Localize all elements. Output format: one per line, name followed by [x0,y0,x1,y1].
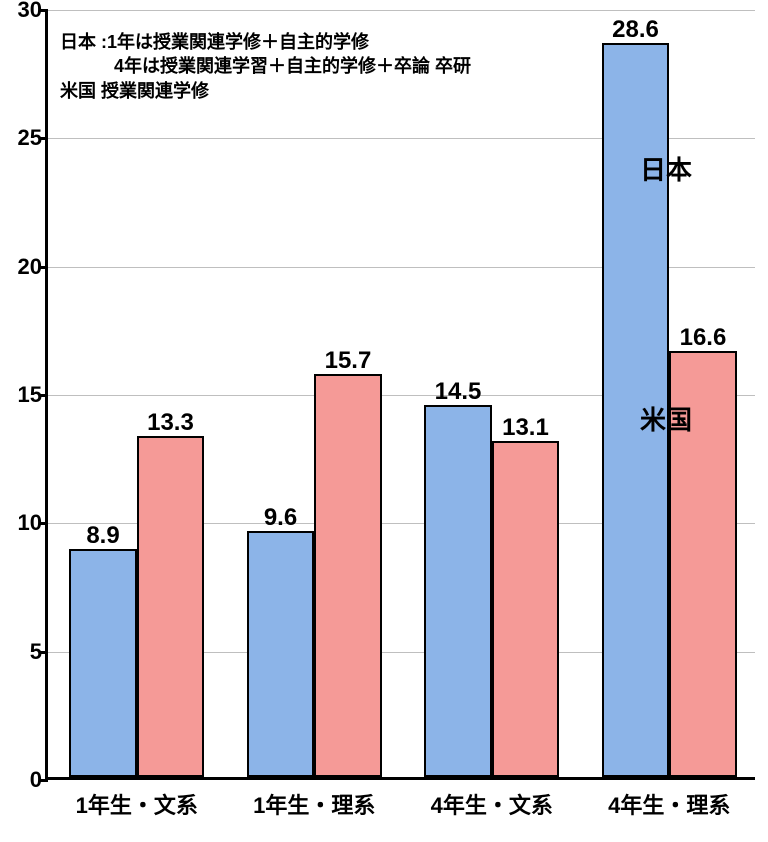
bar-米国 [314,374,381,777]
xtick-label: 4年生・理系 [608,788,730,820]
series-annotation: 米国 [640,400,692,437]
ytick-label: 30 [18,0,48,23]
series-annotation: 日本 [640,150,692,187]
chart-note-line: 4年は授業関連学習＋自主的学修＋卒論 卒研 [60,54,471,78]
ytick-label: 10 [18,510,48,536]
chart-note-line: 日本 :1年は授業関連学修＋自主的学修 [60,30,471,54]
bar-value-label: 8.9 [86,522,119,550]
ytick-label: 15 [18,382,48,408]
bar-value-label: 16.6 [680,324,727,352]
bar-value-label: 13.1 [502,414,549,442]
bar-日本 [424,405,491,777]
chart-note: 日本 :1年は授業関連学修＋自主的学修 4年は授業関連学習＋自主的学修＋卒論 卒… [60,30,471,103]
bars-layer: 8.9 13.3 9.6 15.7 14.5 13.1 28.6 16.6 [48,10,755,777]
xtick-label: 4年生・文系 [431,788,553,820]
chart-note-line: 米国 授業関連学修 [60,79,471,103]
ytick-label: 0 [30,767,48,793]
bar-value-label: 13.3 [147,409,194,437]
bar-米国 [137,436,204,777]
ytick-label: 25 [18,125,48,151]
chart-container: 0 5 10 15 20 25 30 8.9 13.3 9.6 15.7 14.5 13.1 28.6 16… [0,0,768,842]
bar-日本 [69,549,136,777]
bar-value-label: 28.6 [612,16,659,44]
bar-米国 [492,441,559,777]
bar-日本 [247,531,314,777]
xtick-label: 1年生・文系 [76,788,198,820]
bar-value-label: 9.6 [264,504,297,532]
bar-value-label: 15.7 [325,347,372,375]
ytick-label: 5 [30,639,48,665]
plot-area: 0510152025308.913.39.615.714.513.128.616… [45,10,755,780]
xtick-label: 1年生・理系 [253,788,375,820]
bar-value-label: 14.5 [435,378,482,406]
ytick-label: 20 [18,254,48,280]
